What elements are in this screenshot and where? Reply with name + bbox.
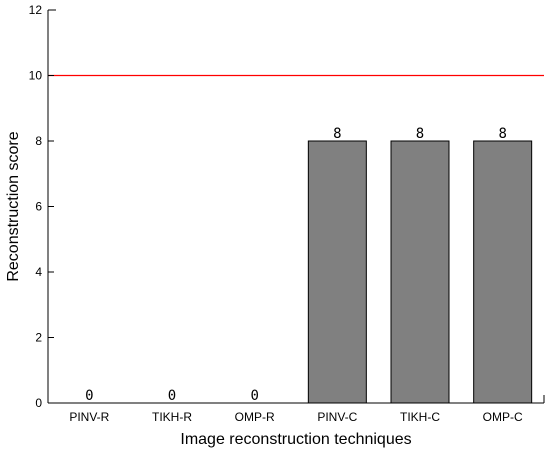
y-tick-label: 8 <box>35 134 42 148</box>
bars-layer <box>307 140 533 404</box>
x-tick-label: TIKH-R <box>152 410 192 424</box>
x-ticks: PINV-R TIKH-R OMP-R PINV-C TIKH-C OMP-C <box>69 410 523 424</box>
bar-omp-c <box>473 140 533 404</box>
x-tick-label: PINV-R <box>69 410 109 424</box>
data-label: 8 <box>333 126 341 142</box>
y-tick-label: 0 <box>35 396 42 410</box>
y-axis-title: Reconstruction score <box>5 131 22 281</box>
x-axis-title: Image reconstruction techniques <box>180 431 411 448</box>
x-tick-label: TIKH-C <box>400 410 440 424</box>
data-label: 0 <box>85 388 93 404</box>
y-tick-label: 6 <box>35 200 42 214</box>
data-label: 8 <box>416 126 424 142</box>
y-tick-label: 4 <box>35 265 42 279</box>
x-tick-label: OMP-C <box>483 410 523 424</box>
axes-layer <box>47 9 545 404</box>
x-tick-label: OMP-R <box>235 410 275 424</box>
y-tick-label: 2 <box>35 331 42 345</box>
x-tick-label: PINV-C <box>317 410 357 424</box>
data-labels: 0 0 0 8 8 8 <box>85 126 507 404</box>
bar-pinv-c <box>307 140 367 404</box>
y-tick-label: 10 <box>29 69 43 83</box>
data-label: 0 <box>250 388 258 404</box>
data-label: 0 <box>168 388 176 404</box>
data-label: 8 <box>498 126 506 142</box>
y-tick-label: 12 <box>29 3 43 17</box>
bar-tikh-c <box>390 140 450 404</box>
y-ticks: 0 2 4 6 8 10 12 <box>29 3 54 410</box>
